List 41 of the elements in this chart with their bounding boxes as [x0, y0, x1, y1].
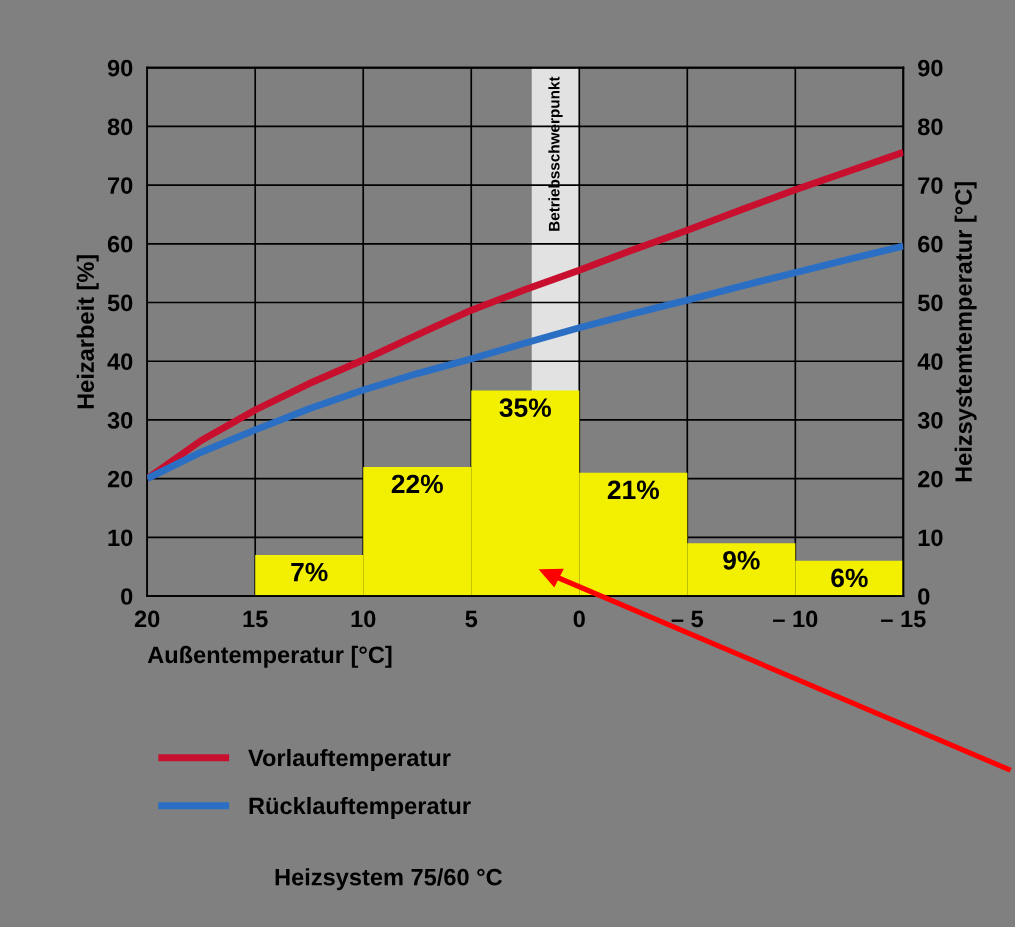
- x-axis-title: Außentemperatur [°C]: [147, 645, 392, 668]
- x-tick-label: 0: [573, 610, 585, 628]
- y-tick-label: 40: [107, 353, 133, 371]
- y-axis-title: Heizarbeit [%]: [76, 255, 99, 409]
- x-tick-label: 20: [134, 610, 160, 628]
- y-tick-label: 20: [107, 470, 133, 488]
- y2-tick-label: 50: [917, 294, 943, 312]
- y2-tick-label: 10: [918, 529, 943, 547]
- x-tick-label: 5: [465, 610, 478, 628]
- data-label: 6%: [831, 568, 868, 588]
- data-label: 9%: [723, 550, 760, 570]
- data-label: 35%: [499, 398, 551, 418]
- x-tick-label: – 10: [773, 610, 818, 628]
- text: Heizsystem 75/60 °C: [275, 868, 503, 891]
- y-tick-label: 80: [107, 118, 133, 136]
- y2-tick-label: 90: [918, 59, 943, 77]
- x-tick-label: – 15: [881, 610, 926, 628]
- x-tick-label: – 5: [671, 610, 704, 628]
- y2-tick-label: 80: [917, 118, 943, 136]
- y-tick-label: 10: [108, 529, 133, 547]
- legend-label: Rücklauftemperatur: [249, 796, 471, 819]
- x-tick-label: 15: [243, 610, 268, 628]
- y2-axis-title: Heizsystemtemperatur [°C]: [954, 182, 977, 482]
- y-tick-label: 60: [107, 235, 133, 253]
- y-tick-label: 30: [107, 412, 133, 429]
- y2-tick-label: 60: [918, 235, 943, 253]
- band-label: Betriebsschwerpunkt: [548, 76, 563, 231]
- y-tick-label: 0: [121, 588, 133, 605]
- y2-tick-label: 30: [917, 412, 943, 429]
- data-label: 21%: [607, 480, 659, 500]
- data-label: 7%: [291, 562, 328, 582]
- y-tick-label: 50: [107, 294, 133, 312]
- x-tick-label: 10: [351, 610, 376, 628]
- data-label: 22%: [391, 474, 443, 494]
- y2-tick-label: 70: [918, 177, 943, 194]
- y2-tick-label: 20: [918, 470, 943, 488]
- y-tick-label: 90: [107, 59, 133, 77]
- y2-tick-label: 0: [918, 588, 930, 605]
- legend-label: Vorlauftemperatur: [248, 748, 451, 771]
- y-tick-label: 70: [108, 177, 133, 194]
- y2-tick-label: 40: [917, 353, 943, 371]
